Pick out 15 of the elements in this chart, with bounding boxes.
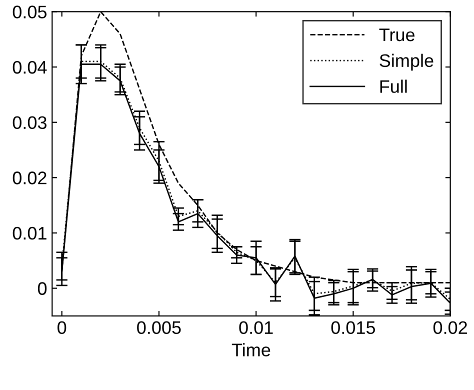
y-tick-label: 0.03 — [12, 116, 46, 130]
x-tick-label: 0 — [58, 321, 66, 334]
y-tick-label: 0.02 — [12, 172, 46, 184]
y-tick-label: 0 — [38, 282, 47, 295]
y-tick-label: 0.01 — [12, 226, 46, 240]
x-tick-label: 0.005 — [137, 321, 181, 334]
x-tick-label: 0.02 — [433, 321, 467, 334]
y-tick-label: 0.05 — [12, 6, 47, 18]
legend-label: Full — [380, 80, 407, 93]
legend-label: True — [379, 28, 415, 42]
x-tick-label: 0.015 — [331, 321, 376, 334]
legend-label: Simple — [380, 54, 434, 71]
x-axis-title: Time — [232, 343, 270, 356]
x-tick-label: 0.01 — [239, 321, 273, 334]
y-tick-label: 0.04 — [12, 60, 47, 74]
